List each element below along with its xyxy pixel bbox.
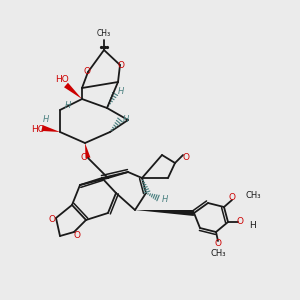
Text: H: H	[65, 100, 71, 109]
Text: CH₃: CH₃	[245, 191, 260, 200]
Text: O: O	[49, 215, 56, 224]
Text: O: O	[236, 218, 244, 226]
Text: H: H	[43, 116, 49, 124]
Text: H: H	[118, 88, 124, 97]
Polygon shape	[135, 210, 194, 216]
Polygon shape	[64, 83, 82, 99]
Polygon shape	[41, 125, 60, 132]
Text: O: O	[229, 194, 236, 202]
Text: O: O	[214, 239, 221, 248]
Text: H: H	[162, 194, 168, 203]
Text: H: H	[249, 220, 255, 230]
Text: HO: HO	[55, 74, 69, 83]
Text: H: H	[123, 115, 129, 124]
Polygon shape	[85, 143, 91, 158]
Text: CH₃: CH₃	[210, 248, 226, 257]
Text: HO: HO	[31, 125, 45, 134]
Text: O: O	[118, 61, 124, 70]
Text: O: O	[80, 154, 88, 163]
Text: O: O	[182, 154, 190, 163]
Text: CH₃: CH₃	[97, 28, 111, 38]
Text: O: O	[74, 232, 80, 241]
Text: O: O	[83, 68, 91, 76]
